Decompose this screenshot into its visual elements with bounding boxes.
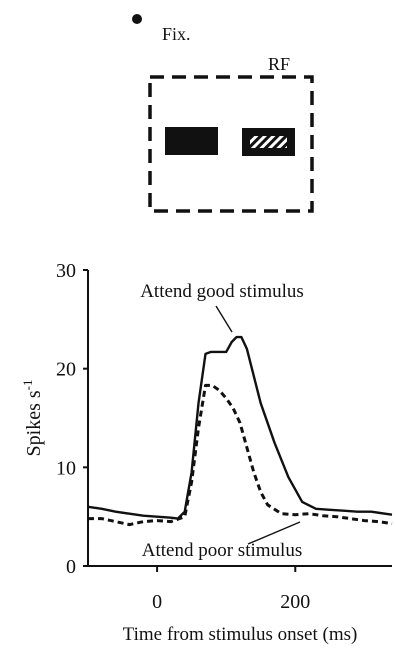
series-line-attend-poor [88,383,393,527]
stimulus-diagram: Fix. RF [132,14,314,213]
x-axis-label: Time from stimulus onset (ms) [123,624,358,645]
y-tick-label: 0 [66,556,76,578]
receptive-field-label: RF [268,54,290,74]
fixation-label: Fix. [162,24,191,44]
y-axis-label-superscript: -1 [20,380,35,391]
y-axis-label-base: Spikes s [23,390,45,456]
receptive-field-outline [148,75,314,213]
annotation-label: Attend good stimulus [140,281,304,302]
annotation-label: Attend poor stimulus [142,540,302,561]
y-tick-label: 20 [56,359,76,381]
annotation-leader-line [247,521,301,545]
solid-bar-stimulus [165,127,218,155]
y-tick-label: 10 [56,457,76,479]
striped-bar-pattern [250,136,287,148]
y-axis-label: Spikes s-1 [20,380,45,457]
annotation-leader-line [215,305,233,333]
fixation-point [132,14,142,24]
x-tick-label: 0 [152,591,162,613]
x-tick-label: 200 [280,591,310,613]
series-line-attend-good [87,335,393,520]
y-tick-label: 30 [56,260,76,282]
